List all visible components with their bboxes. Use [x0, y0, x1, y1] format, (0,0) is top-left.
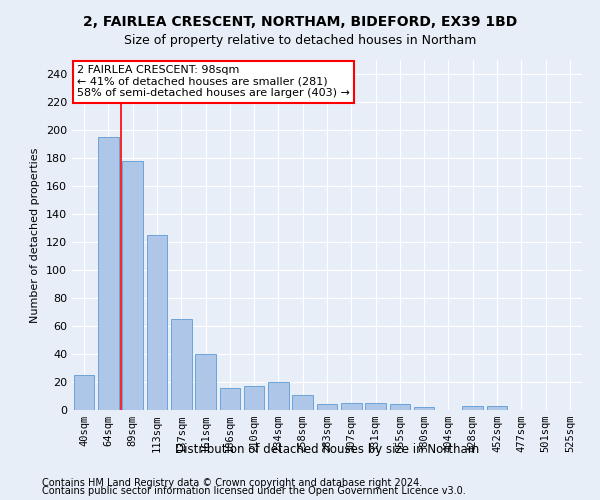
Bar [365, 403, 386, 410]
Text: Distribution of detached houses by size in Northam: Distribution of detached houses by size … [175, 442, 479, 456]
Bar [171, 319, 191, 410]
Bar [220, 388, 240, 410]
Bar [122, 161, 143, 410]
Text: Contains HM Land Registry data © Crown copyright and database right 2024.: Contains HM Land Registry data © Crown c… [42, 478, 422, 488]
Bar [389, 404, 410, 410]
Text: Contains public sector information licensed under the Open Government Licence v3: Contains public sector information licen… [42, 486, 466, 496]
Bar [74, 375, 94, 410]
Bar [463, 406, 483, 410]
Text: 2 FAIRLEA CRESCENT: 98sqm
← 41% of detached houses are smaller (281)
58% of semi: 2 FAIRLEA CRESCENT: 98sqm ← 41% of detac… [77, 66, 350, 98]
Bar [317, 404, 337, 410]
Bar [414, 407, 434, 410]
Bar [292, 394, 313, 410]
Text: 2, FAIRLEA CRESCENT, NORTHAM, BIDEFORD, EX39 1BD: 2, FAIRLEA CRESCENT, NORTHAM, BIDEFORD, … [83, 15, 517, 29]
Bar [487, 406, 508, 410]
Bar [268, 382, 289, 410]
Bar [146, 235, 167, 410]
Bar [98, 137, 119, 410]
Text: Size of property relative to detached houses in Northam: Size of property relative to detached ho… [124, 34, 476, 47]
Bar [341, 403, 362, 410]
Y-axis label: Number of detached properties: Number of detached properties [31, 148, 40, 322]
Bar [195, 354, 216, 410]
Bar [244, 386, 265, 410]
